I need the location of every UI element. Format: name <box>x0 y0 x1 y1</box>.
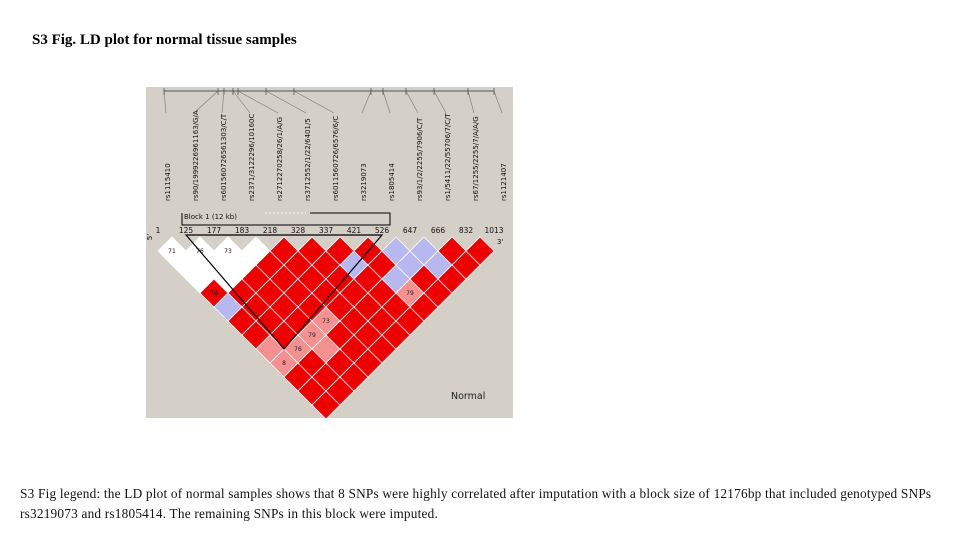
snp-connector <box>237 90 279 114</box>
ld-cell-value: 79 <box>406 290 414 297</box>
figure-title: S3 Fig. LD plot for normal tissue sample… <box>32 32 297 48</box>
ld-cell-value: 76 <box>294 346 302 353</box>
snp-name: rs3219073 <box>360 163 368 201</box>
snp-connector <box>293 90 335 114</box>
ld-cell-value: 73 <box>224 248 232 255</box>
ld-cell <box>465 236 495 266</box>
snp-position-label: 647 <box>403 226 418 235</box>
snp-position-label: 526 <box>375 226 390 235</box>
snp-position-label: 1013 <box>484 226 503 235</box>
snp-name: rs1121407 <box>500 163 508 201</box>
block-outline-top <box>181 212 391 226</box>
snp-position-label: 832 <box>459 226 474 235</box>
ld-cell-value: 71 <box>168 248 176 255</box>
snp-connector <box>493 90 503 114</box>
snp-position-label: 666 <box>431 226 446 235</box>
snp-name: rs90/1999226961163/G/A <box>192 110 200 201</box>
snp-name: rs3712552/1/22/6401/5 <box>304 118 312 201</box>
snp-position-label: 218 <box>263 226 278 235</box>
snp-connector <box>193 90 219 114</box>
snp-name: rs2712270258/26/1/A/G <box>276 117 284 201</box>
snp-name: rs67/1255/2255/7/A/A/G <box>472 116 480 201</box>
snp-name: rs2371/3122296/10160C <box>248 114 256 201</box>
snp-connector <box>232 90 251 114</box>
snp-position-label: 328 <box>291 226 306 235</box>
snp-connector <box>405 90 419 114</box>
ld-block-outline <box>184 234 384 350</box>
snp-name: rs601560726561303/C/T <box>220 113 228 201</box>
snp-name: rs1805414 <box>388 163 396 201</box>
snp-connector <box>467 90 475 114</box>
three-prime-label: 3' <box>497 238 503 246</box>
block-label: Block 1 (12 kb) <box>184 213 237 221</box>
snp-position-label: 421 <box>347 226 362 235</box>
snp-connector <box>265 90 307 114</box>
snp-connector <box>361 90 372 114</box>
snp-position-label: 177 <box>207 226 222 235</box>
snp-connector <box>433 90 447 114</box>
ld-cell-value: 8 <box>282 360 286 367</box>
ld-plot: rs1115410 rs90/1999226961163/G/A rs6015607… <box>146 87 513 418</box>
ld-cell-value: 73 <box>322 318 330 325</box>
snp-position-label: 1 <box>156 226 161 235</box>
five-prime-label: 5' <box>146 234 154 240</box>
ld-cell-value: 78 <box>210 290 218 297</box>
ld-cell-value: 79 <box>308 332 316 339</box>
snp-connector <box>382 90 391 114</box>
snp-name: rs1/5411/22/55706/7/C/T <box>444 113 452 201</box>
snp-position-label: 183 <box>235 226 250 235</box>
snp-name: rs6011560726/6576/6/C <box>332 116 340 201</box>
panel-label: Normal <box>451 391 485 402</box>
figure-legend: S3 Fig legend: the LD plot of normal sam… <box>20 486 932 521</box>
ld-plot-svg: rs1115410 rs90/1999226961163/G/A rs6015607… <box>146 88 508 418</box>
snp-name: rs93/1/2/2255/7906/C/T <box>416 117 424 201</box>
snp-name: rs1115410 <box>164 163 172 201</box>
snp-position-label: 125 <box>179 226 194 235</box>
snp-position-label: 337 <box>319 226 334 235</box>
